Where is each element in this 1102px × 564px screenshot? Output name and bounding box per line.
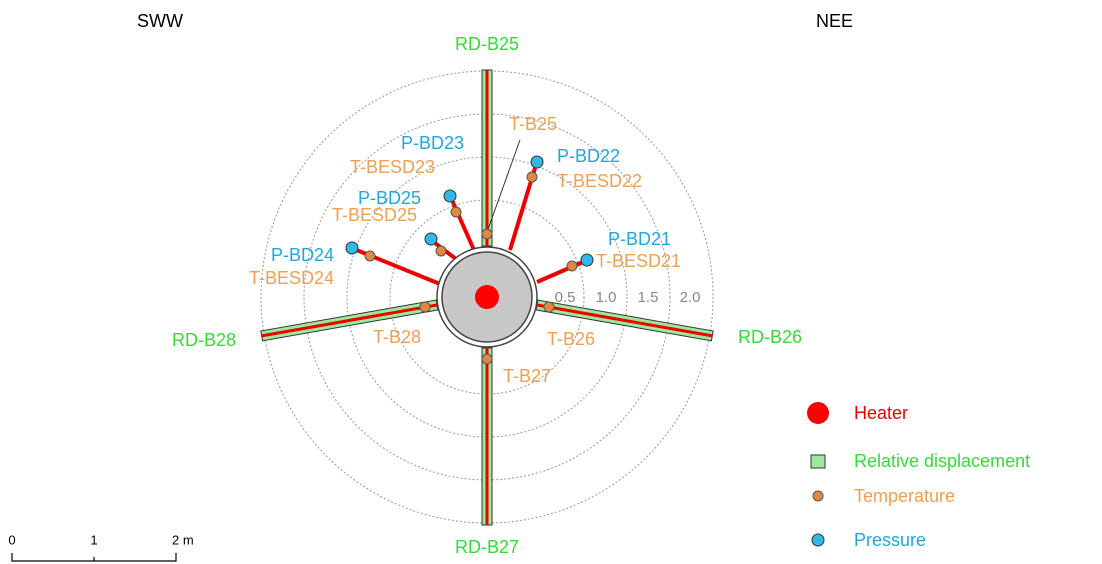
t-label: T-BESD21	[596, 251, 681, 271]
direction: NEE	[816, 11, 853, 31]
ring	[346, 156, 628, 438]
scale-bar-label: 1	[90, 532, 97, 547]
pressure-sensors	[345, 155, 594, 267]
scale-label: 0.5	[555, 289, 576, 306]
direction: SWW	[137, 11, 183, 31]
ring	[303, 113, 671, 481]
rd-label: RD-B25	[455, 34, 519, 54]
t-label: T-B27	[503, 366, 551, 386]
heater	[475, 285, 499, 309]
t-label: T-B28	[373, 327, 421, 347]
p-label: P-BD23	[401, 133, 464, 153]
t-label: T-BESD25	[332, 205, 417, 225]
p-label: P-BD25	[358, 188, 421, 208]
scale-label: 2.0	[680, 289, 701, 306]
scale-bar-label: 0	[8, 532, 15, 547]
legend-label: Temperature	[854, 486, 955, 506]
rd-rods	[260, 69, 714, 526]
legend-symbol	[807, 402, 829, 424]
rd-label: RD-B28	[172, 330, 236, 350]
scale-bar-label: 2 m	[172, 532, 194, 547]
rd-label: RD-B27	[455, 537, 519, 557]
legend-symbol	[812, 490, 824, 502]
rd-rod	[481, 69, 493, 247]
rd-label: RD-B26	[738, 327, 802, 347]
p-label: P-BD21	[608, 229, 671, 249]
t-label: T-BESD24	[249, 268, 334, 288]
legend: Heater Relative displacement Temperature…	[807, 402, 1030, 550]
legend-label: Relative displacement	[854, 451, 1030, 471]
scale-label: 1.5	[638, 289, 659, 306]
p-label: P-BD24	[271, 245, 334, 265]
rd-rod	[481, 347, 493, 526]
leader	[486, 139, 521, 233]
legend-symbol	[810, 454, 826, 469]
t-label: T-B25	[509, 114, 557, 134]
t-label: T-B26	[547, 329, 595, 349]
t-label: T-BESD22	[557, 171, 642, 191]
t-label: T-BESD23	[350, 157, 435, 177]
legend-label: Pressure	[854, 530, 926, 550]
scale-bar: 0 1 2 m	[8, 532, 194, 562]
legend-symbol	[811, 533, 825, 547]
temp-sensors	[364, 171, 578, 365]
p-label: P-BD22	[557, 146, 620, 166]
scale-label: 1.0	[596, 289, 617, 306]
legend-label: Heater	[854, 403, 908, 423]
